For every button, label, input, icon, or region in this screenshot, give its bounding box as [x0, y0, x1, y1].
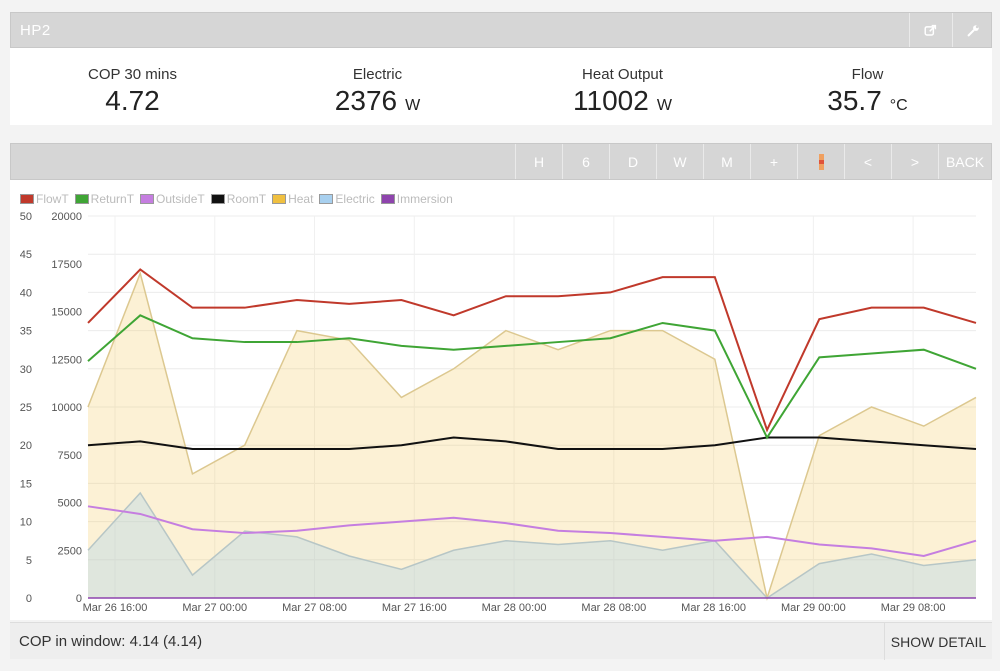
- zoom-in-button[interactable]: +: [750, 144, 797, 179]
- legend-label: Electric: [335, 192, 375, 206]
- y-left-tick-label: 45: [20, 249, 32, 261]
- open-external-button[interactable]: [909, 13, 951, 47]
- stat-unit: W: [405, 97, 421, 114]
- chart-controls: H 6 D W M + < > BACK: [10, 143, 992, 180]
- y-right-tick-label: 0: [76, 593, 82, 605]
- y-right-tick-label: 5000: [58, 498, 82, 510]
- range-day-button[interactable]: D: [609, 144, 656, 179]
- legend-item-heat[interactable]: Heat: [272, 192, 313, 206]
- stat-cop: COP 30 mins 4.72: [10, 48, 255, 117]
- x-tick-label: Mar 27 00:00: [182, 602, 247, 614]
- legend-swatch: [74, 194, 89, 204]
- settings-button[interactable]: [952, 13, 994, 47]
- stat-value: 11002: [573, 85, 649, 116]
- x-tick-label: Mar 28 08:00: [581, 602, 646, 614]
- external-link-icon: [924, 24, 937, 36]
- wrench-icon: [967, 24, 979, 36]
- chart-plot[interactable]: 0 5 10 15 20 25 30 35 40 45 50 0 2500 5000 7500 10000 12…: [10, 180, 992, 620]
- stat-electric: Electric 2376 W: [255, 48, 500, 117]
- legend-swatch: [20, 194, 34, 204]
- range-week-button[interactable]: W: [656, 144, 703, 179]
- legend-item-outsidet[interactable]: OutsideT: [140, 192, 205, 206]
- returnt-series-line: [87, 314, 977, 440]
- y-right-tick-label: 2500: [58, 545, 82, 557]
- outsidet-series-line: [87, 505, 977, 558]
- chart-legend: FlowT ReturnT OutsideT RoomT Heat Electr…: [20, 192, 453, 206]
- roomt-series-line: [87, 436, 977, 451]
- stat-label: Electric: [352, 66, 403, 83]
- range-hour-button[interactable]: H: [515, 144, 562, 179]
- y-right-tick-label: 20000: [51, 211, 82, 223]
- legend-item-roomt[interactable]: RoomT: [210, 192, 267, 206]
- x-tick-label: Mar 27 16:00: [382, 602, 447, 614]
- x-tick-label: Mar 27 08:00: [282, 602, 347, 614]
- stats-panel: COP 30 mins 4.72 Electric 2376 W Heat Out…: [10, 48, 992, 125]
- stat-unit: W: [656, 97, 672, 114]
- flowt-series-line: [87, 268, 977, 433]
- y-right-tick-label: 7500: [58, 450, 82, 462]
- chart-area: FlowT ReturnT OutsideT RoomT Heat Electr…: [10, 180, 992, 620]
- y-left-tick-label: 10: [20, 517, 32, 529]
- legend-swatch: [319, 194, 334, 204]
- legend-item-immersion[interactable]: Immersion: [380, 192, 453, 206]
- range-6h-button[interactable]: 6: [562, 144, 609, 179]
- stat-heat-output: Heat Output 11002 W: [500, 48, 745, 117]
- range-month-button[interactable]: M: [703, 144, 750, 179]
- y-left-tick-label: 40: [20, 287, 32, 299]
- back-button[interactable]: BACK: [938, 144, 991, 179]
- y-right-tick-label: 12500: [51, 354, 82, 366]
- stat-unit: °C: [889, 97, 908, 114]
- cop-window-text: COP in window: 4.14 (4.14): [19, 633, 203, 650]
- show-detail-button[interactable]: SHOW DETAIL: [884, 623, 992, 660]
- stat-value: 35.7: [827, 85, 882, 116]
- stat-value: 4.72: [105, 85, 160, 116]
- y-left-tick-label: 30: [20, 364, 32, 376]
- y-left-tick-label: 25: [20, 402, 32, 414]
- electric-series-area: [88, 492, 976, 598]
- x-tick-label: Mar 28 16:00: [681, 602, 746, 614]
- y-right-tick-label: 15000: [51, 307, 82, 319]
- pan-left-button[interactable]: <: [844, 144, 891, 179]
- y-left-tick-label: 0: [26, 593, 32, 605]
- electric-series-line: [87, 491, 977, 599]
- legend-label: FlowT: [36, 192, 69, 206]
- x-tick-label: Mar 28 00:00: [482, 602, 547, 614]
- legend-label: ReturnT: [90, 192, 135, 206]
- legend-item-returnt[interactable]: ReturnT: [74, 192, 135, 206]
- y-right-tick-label: 17500: [51, 259, 82, 271]
- y-left-tick-label: 50: [20, 211, 32, 223]
- x-tick-label: Mar 29 08:00: [881, 602, 946, 614]
- y-left-tick-label: 15: [20, 478, 32, 490]
- y-right-tick-label: 10000: [51, 402, 82, 414]
- x-tick-label: Mar 29 00:00: [781, 602, 846, 614]
- stat-label: Flow: [851, 66, 884, 83]
- legend-swatch: [210, 194, 225, 204]
- footer-bar: COP in window: 4.14 (4.14) SHOW DETAIL: [10, 622, 992, 660]
- stat-label: Heat Output: [582, 66, 663, 83]
- x-tick-label: Mar 26 16:00: [83, 602, 148, 614]
- pan-right-button[interactable]: >: [891, 144, 938, 179]
- panel-title: HP2: [20, 22, 51, 39]
- y-left-tick-label: 20: [20, 440, 32, 452]
- legend-label: RoomT: [226, 192, 267, 206]
- legend-swatch: [140, 194, 155, 204]
- stat-flow: Flow 35.7 °C: [745, 48, 990, 117]
- heat-series-area: [88, 273, 976, 598]
- zoom-out-button[interactable]: [797, 144, 844, 179]
- legend-label: Heat: [288, 192, 314, 206]
- legend-item-electric[interactable]: Electric: [319, 192, 375, 206]
- stat-value: 2376: [334, 85, 398, 116]
- y-left-tick-label: 35: [20, 326, 32, 338]
- legend-label: OutsideT: [156, 192, 205, 206]
- legend-swatch: [380, 194, 395, 204]
- minus-icon: [818, 153, 824, 170]
- y-left-tick-label: 5: [26, 555, 32, 567]
- panel-header: HP2: [10, 12, 992, 48]
- legend-item-flowt[interactable]: FlowT: [20, 192, 69, 206]
- legend-label: Immersion: [396, 192, 453, 206]
- stat-label: COP 30 mins: [88, 66, 177, 83]
- legend-swatch: [272, 194, 287, 204]
